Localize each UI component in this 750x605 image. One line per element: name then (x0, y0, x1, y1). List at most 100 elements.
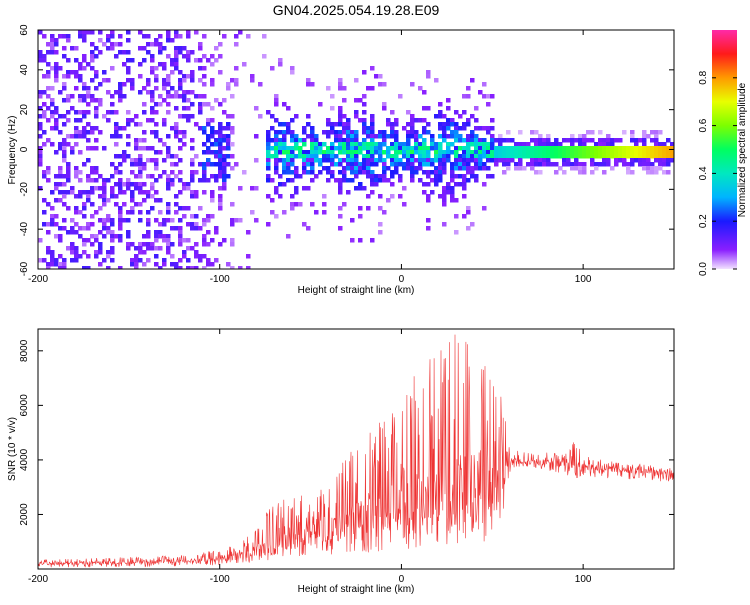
heatmap-cell (474, 126, 479, 131)
heatmap-cell (178, 230, 183, 235)
heatmap-cell (66, 70, 71, 75)
heatmap-cell (114, 194, 119, 199)
heatmap-cell (194, 254, 199, 259)
heatmap-cell (438, 134, 443, 139)
heatmap-cell (586, 150, 591, 155)
heatmap-cell (546, 138, 551, 143)
heatmap-cell (146, 230, 151, 235)
heatmap-cell (194, 154, 199, 159)
heatmap-cell (654, 134, 659, 139)
heatmap-cell (326, 166, 331, 171)
heatmap-cell (318, 102, 323, 107)
heatmap-cell (178, 242, 183, 247)
heatmap-cell (398, 194, 403, 199)
heatmap-cell (490, 154, 495, 159)
heatmap-cell (474, 146, 479, 151)
heatmap-cell (526, 162, 531, 167)
heatmap-cell (330, 170, 335, 175)
heatmap-cell (74, 222, 79, 227)
heatmap-cell (342, 158, 347, 163)
heatmap-cell (150, 146, 155, 151)
heatmap-cell (78, 150, 83, 155)
heatmap-cell (90, 186, 95, 191)
heatmap-cell (370, 142, 375, 147)
heatmap-cell (162, 122, 167, 127)
heatmap-cell (50, 34, 55, 39)
heatmap-cell (462, 182, 467, 187)
heatmap-cell (646, 162, 651, 167)
heatmap-cell (190, 226, 195, 231)
heatmap-cell (134, 262, 139, 267)
heatmap-cell (350, 150, 355, 155)
heatmap-cell (382, 82, 387, 87)
heatmap-cell (38, 122, 43, 127)
heatmap-cell (362, 110, 367, 115)
heatmap-cell (122, 158, 127, 163)
heatmap-cell (502, 154, 507, 159)
heatmap-cell (166, 246, 171, 251)
heatmap-cell (170, 226, 175, 231)
heatmap-cell (274, 214, 279, 219)
heatmap-cell (338, 130, 343, 135)
heatmap-cell (54, 118, 59, 123)
heatmap-cell (438, 142, 443, 147)
heatmap-cell (290, 146, 295, 151)
heatmap-cell (582, 134, 587, 139)
heatmap-cell (538, 134, 543, 139)
heatmap-cell (358, 186, 363, 191)
heatmap-cell (230, 78, 235, 83)
heatmap-cell (566, 138, 571, 143)
heatmap-cell (466, 226, 471, 231)
heatmap-cell (114, 182, 119, 187)
heatmap-cell (382, 162, 387, 167)
heatmap-cell (110, 174, 115, 179)
heatmap-cell (146, 258, 151, 263)
heatmap-cell (42, 210, 47, 215)
heatmap-cell (126, 134, 131, 139)
heatmap-cell (358, 182, 363, 187)
heatmap-cell (66, 34, 71, 39)
heatmap-cell (210, 214, 215, 219)
heatmap-cell (266, 146, 271, 151)
heatmap-cell (646, 158, 651, 163)
heatmap-cell (194, 30, 199, 35)
heatmap-cell (46, 222, 51, 227)
heatmap-cell (342, 150, 347, 155)
heatmap-cell (450, 170, 455, 175)
heatmap-cell (590, 154, 595, 159)
heatmap-cell (602, 154, 607, 159)
heatmap-cell (338, 150, 343, 155)
heatmap-cell (462, 110, 467, 115)
heatmap-cell (602, 142, 607, 147)
heatmap-cell (94, 54, 99, 59)
heatmap-cell (94, 238, 99, 243)
heatmap-cell (206, 158, 211, 163)
heatmap-cell (94, 98, 99, 103)
heatmap-cell (282, 150, 287, 155)
heatmap-cell (546, 150, 551, 155)
heatmap-cell (654, 130, 659, 135)
heatmap-cell (218, 206, 223, 211)
heatmap-cell (118, 222, 123, 227)
heatmap-cell (394, 154, 399, 159)
heatmap-cell (50, 126, 55, 131)
heatmap-cell (302, 186, 307, 191)
heatmap-cell (358, 238, 363, 243)
heatmap-cell (146, 146, 151, 151)
heatmap-cell (90, 130, 95, 135)
heatmap-cell (106, 78, 111, 83)
heatmap-cell (98, 246, 103, 251)
heatmap-cell (182, 46, 187, 51)
heatmap-cell (486, 166, 491, 171)
heatmap-cell (338, 214, 343, 219)
heatmap-cell (470, 170, 475, 175)
heatmap-cell (406, 138, 411, 143)
heatmap-cell (366, 154, 371, 159)
heatmap-cell (58, 226, 63, 231)
heatmap-cell (134, 202, 139, 207)
heatmap-cell (174, 134, 179, 139)
heatmap-cell (422, 150, 427, 155)
heatmap-cell (166, 234, 171, 239)
heatmap-cell (426, 74, 431, 79)
heatmap-cell (206, 162, 211, 167)
